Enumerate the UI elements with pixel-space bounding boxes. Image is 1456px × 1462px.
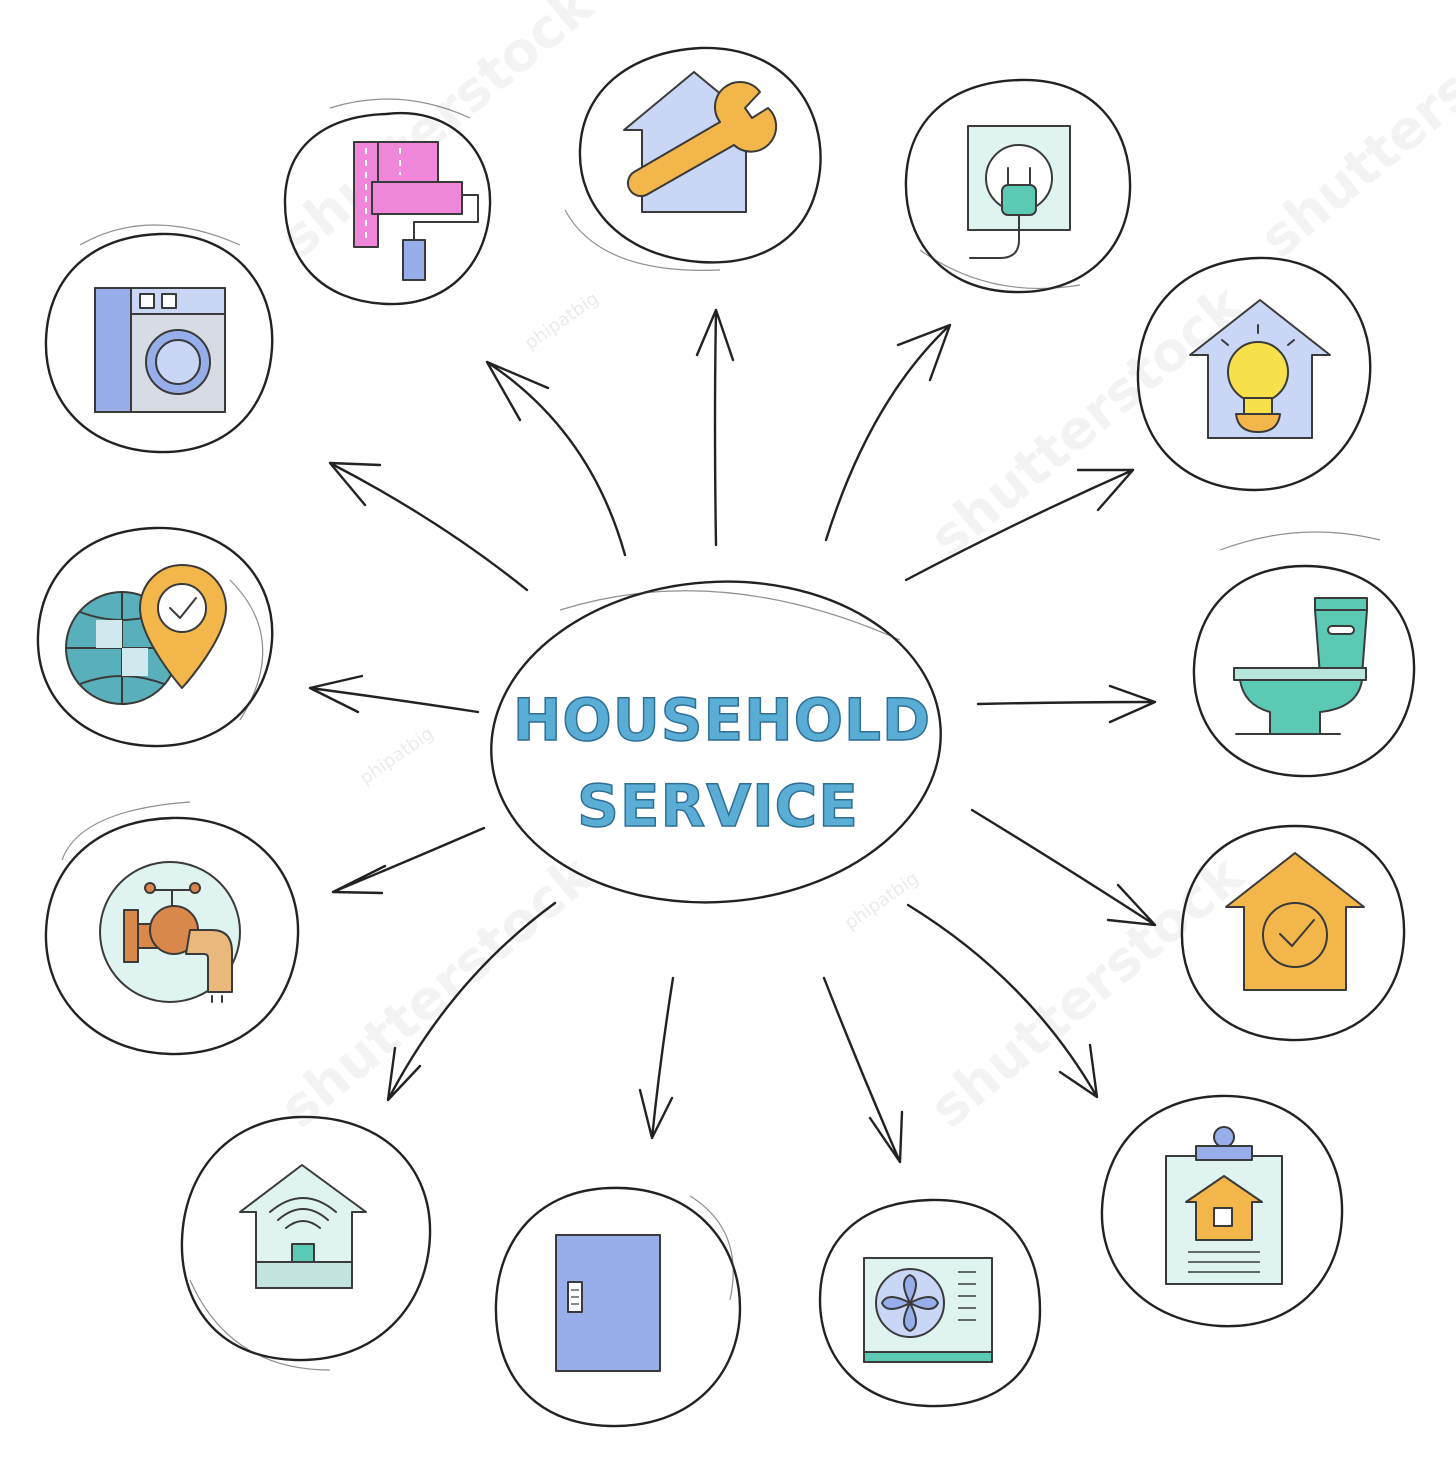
node-paint-roller [283,98,492,306]
center-title-line2: SERVICE [577,772,859,840]
arrow-to-bulb [904,468,1135,582]
arrow-to-smart-home [386,901,557,1102]
node-house-repair [564,46,822,271]
house-light-bulb-icon [1189,299,1331,439]
watermark-text: shutterstock [918,272,1256,570]
door-icon [555,1234,661,1372]
node-door [494,1186,742,1428]
toilet-icon [1233,597,1368,735]
center-title-line1: HOUSEHOLD [513,686,931,754]
arrow-to-clipboard [906,903,1099,1099]
watermark-text: shutterstock [268,0,606,270]
watermark-author: phipatbig [841,868,923,934]
node-globe-location [36,526,274,748]
node-water-tap [44,801,300,1056]
globe-location-check-icon [65,564,227,705]
arrow-to-tap [331,826,486,895]
watermark-text: shutterstock [1248,0,1456,270]
watermark-author: phipatbig [521,288,603,354]
node-house-clipboard [1100,1094,1344,1328]
arrow-to-washer [328,461,529,592]
arrow-to-plug [824,323,952,542]
watermark-author: phipatbig [356,723,438,789]
electric-plug-socket-icon [967,125,1071,259]
washing-machine-icon [94,287,226,413]
house-check-icon [1225,852,1365,991]
watermark-text: shutterstock [918,842,1256,1140]
air-conditioner-unit-icon [863,1257,993,1363]
house-repair-wrench-icon [623,71,778,213]
watermark-text: shutterstock [268,842,606,1140]
node-house-light-bulb [1136,256,1372,492]
smart-home-wifi-icon [239,1164,367,1289]
node-electric-plug [904,78,1132,294]
water-tap-icon [99,861,241,1003]
arrow-to-house-check [970,808,1157,927]
arrow-to-toilet [976,684,1157,724]
node-washing-machine [44,224,274,454]
house-clipboard-icon [1165,1126,1283,1285]
node-smart-home [180,1115,432,1371]
arrow-to-repair [695,308,735,547]
connector-arrows [308,308,1157,1164]
arrow-to-paint [485,360,627,557]
paint-roller-icon [353,141,479,281]
node-house-check [1180,824,1406,1042]
arrow-to-door [638,976,675,1140]
arrow-to-globe [308,674,480,714]
center-node: HOUSEHOLD SERVICE [490,580,942,904]
node-air-conditioner [818,1198,1042,1408]
node-toilet [1192,531,1416,778]
arrow-to-ac [822,976,904,1164]
